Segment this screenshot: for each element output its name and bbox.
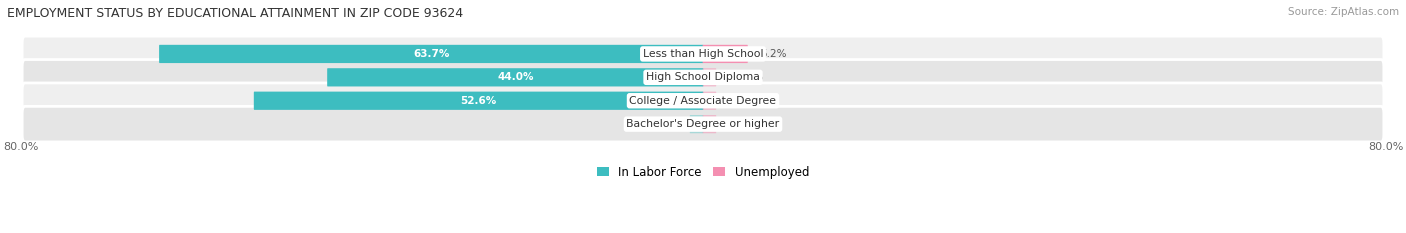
FancyBboxPatch shape <box>703 45 748 63</box>
FancyBboxPatch shape <box>703 68 716 86</box>
FancyBboxPatch shape <box>703 115 716 133</box>
Text: Source: ZipAtlas.com: Source: ZipAtlas.com <box>1288 7 1399 17</box>
Text: 63.7%: 63.7% <box>413 49 450 59</box>
FancyBboxPatch shape <box>22 106 1384 142</box>
Text: 0.0%: 0.0% <box>737 72 763 82</box>
Text: 5.2%: 5.2% <box>761 49 787 59</box>
Text: Less than High School: Less than High School <box>643 49 763 59</box>
FancyBboxPatch shape <box>703 92 716 110</box>
Text: 0.0%: 0.0% <box>737 96 763 106</box>
FancyBboxPatch shape <box>22 60 1384 95</box>
Text: EMPLOYMENT STATUS BY EDUCATIONAL ATTAINMENT IN ZIP CODE 93624: EMPLOYMENT STATUS BY EDUCATIONAL ATTAINM… <box>7 7 463 20</box>
Text: 52.6%: 52.6% <box>461 96 496 106</box>
FancyBboxPatch shape <box>690 115 703 133</box>
Text: Bachelor's Degree or higher: Bachelor's Degree or higher <box>627 119 779 129</box>
Legend: In Labor Force, Unemployed: In Labor Force, Unemployed <box>592 161 814 183</box>
Text: 44.0%: 44.0% <box>498 72 533 82</box>
FancyBboxPatch shape <box>22 36 1384 72</box>
Text: College / Associate Degree: College / Associate Degree <box>630 96 776 106</box>
Text: 0.0%: 0.0% <box>737 119 763 129</box>
FancyBboxPatch shape <box>328 68 703 86</box>
Text: High School Diploma: High School Diploma <box>647 72 759 82</box>
FancyBboxPatch shape <box>22 83 1384 119</box>
FancyBboxPatch shape <box>254 92 703 110</box>
Text: 0.0%: 0.0% <box>643 119 669 129</box>
FancyBboxPatch shape <box>159 45 703 63</box>
